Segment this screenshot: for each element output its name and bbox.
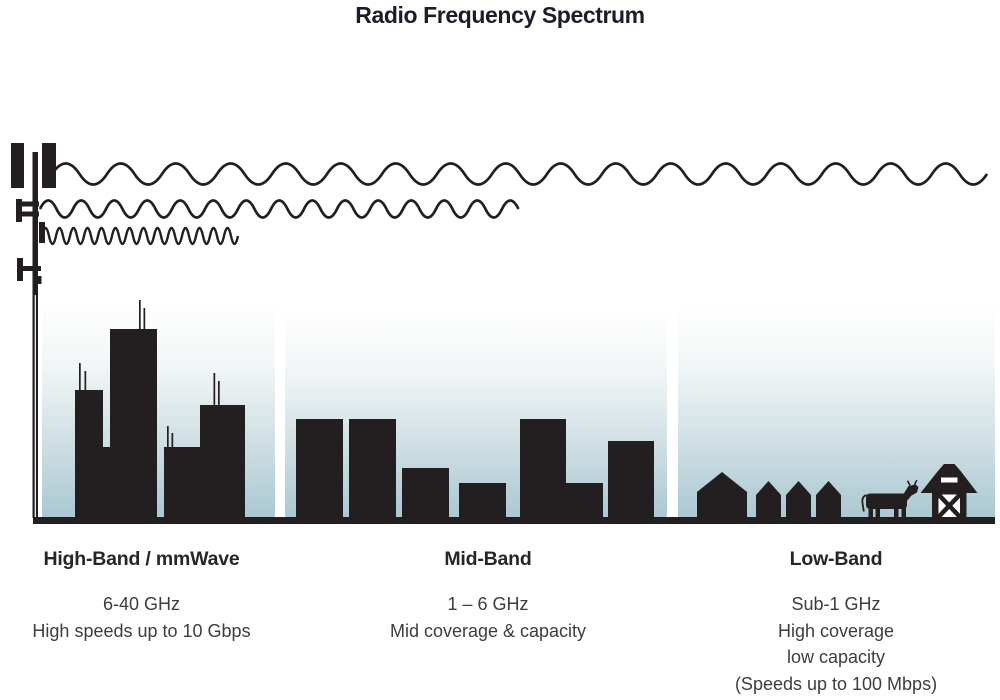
barn-icon [920, 464, 978, 518]
band-description-high: High speeds up to 10 Gbps [32, 620, 251, 641]
mid-band-caption: Mid-Band 1 – 6 GHz Mid coverage & capaci… [283, 549, 693, 644]
house-icon [816, 481, 841, 518]
band-description-mid: Mid coverage & capacity [389, 620, 587, 641]
low-band-caption: Low-Band Sub-1 GHz High coverage low cap… [688, 549, 984, 697]
band-label-high: High-Band / mmWave [43, 548, 240, 570]
band-description-low-2: low capacity [786, 647, 886, 667]
high-band-caption: High-Band / mmWave 6-40 GHz High speeds … [0, 549, 283, 644]
house-icon [786, 481, 811, 518]
medium-wavelength-wave-icon [38, 199, 520, 219]
band-description-low-3: (Speeds up to 100 Mbps) [734, 673, 938, 694]
band-frequency-mid: 1 – 6 GHz [447, 594, 529, 614]
rooftop-antenna-icons [79, 300, 220, 448]
cow-icon [861, 479, 919, 518]
band-frequency-high: 6-40 GHz [102, 594, 181, 614]
radio-waves [38, 162, 989, 246]
band-description-low-1: High coverage [777, 620, 895, 641]
short-wavelength-wave-icon [40, 226, 240, 246]
long-wavelength-wave-icon [50, 162, 989, 186]
ground-line [33, 517, 995, 524]
band-frequency-low: Sub-1 GHz [791, 594, 881, 614]
house-icon [756, 481, 781, 518]
diagram-title: Radio Frequency Spectrum [355, 2, 645, 28]
cell-tower-icon [11, 143, 56, 518]
band-label-low: Low-Band [789, 548, 883, 570]
band-label-mid: Mid-Band [444, 548, 532, 570]
rural-scene-silhouette [697, 464, 978, 518]
midrise-buildings-silhouette [296, 419, 654, 518]
city-skyline-silhouette [75, 300, 245, 518]
house-icon [697, 472, 747, 518]
